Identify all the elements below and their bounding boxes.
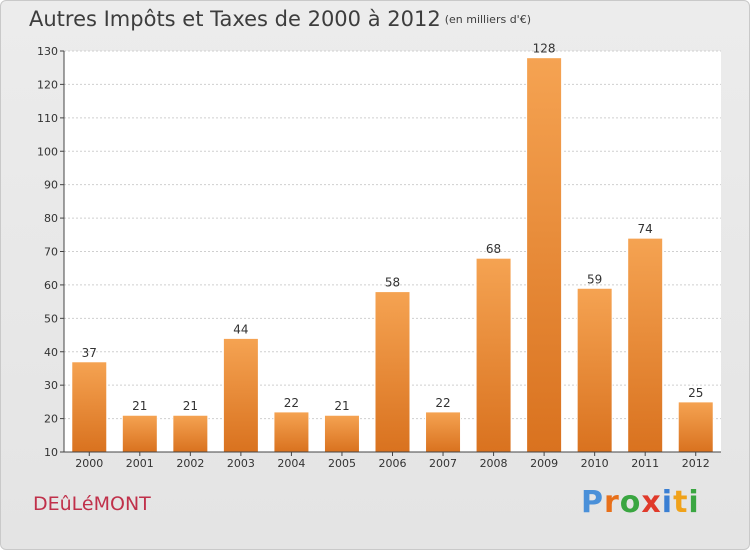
y-tick-label: 110 — [37, 112, 58, 125]
bar-value-label: 44 — [233, 322, 248, 336]
x-tick-label: 2002 — [176, 457, 204, 470]
bar — [627, 237, 664, 453]
bar — [121, 414, 158, 453]
bar-value-label: 25 — [688, 386, 703, 400]
y-tick-label: 130 — [37, 45, 58, 58]
bar-value-label: 59 — [587, 272, 602, 286]
bar — [425, 411, 462, 453]
chart-title-text: Autres Impôts et Taxes de 2000 à 2012 — [29, 7, 441, 31]
bar — [323, 414, 360, 453]
x-tick-label: 2001 — [126, 457, 154, 470]
y-tick-label: 80 — [44, 212, 58, 225]
chart-title: Autres Impôts et Taxes de 2000 à 2012 (en… — [29, 7, 531, 31]
logo-letter: t — [673, 485, 689, 520]
bar-value-label: 37 — [82, 346, 97, 360]
proxiti-logo: Proxiti — [581, 485, 700, 520]
x-tick-label: 2005 — [328, 457, 356, 470]
logo-letter: i — [688, 485, 700, 520]
logo-letter: o — [619, 485, 642, 520]
bar-value-label: 58 — [385, 276, 400, 290]
y-tick-label: 120 — [37, 78, 58, 91]
y-tick-label: 60 — [44, 279, 58, 292]
x-tick-label: 2009 — [530, 457, 558, 470]
x-tick-label: 2010 — [581, 457, 609, 470]
y-tick-label: 20 — [44, 413, 58, 426]
bar-value-label: 22 — [284, 396, 299, 410]
bar — [475, 257, 512, 453]
x-tick-label: 2008 — [480, 457, 508, 470]
bar — [576, 287, 613, 453]
x-tick-label: 2003 — [227, 457, 255, 470]
bar-value-label: 21 — [132, 399, 147, 413]
y-tick-label: 70 — [44, 246, 58, 259]
chart-subtitle: (en milliers d'€) — [444, 13, 531, 26]
bar — [71, 361, 108, 453]
y-tick-label: 90 — [44, 179, 58, 192]
logo-letter: i — [661, 485, 674, 520]
y-tick-label: 30 — [44, 379, 58, 392]
x-tick-label: 2000 — [75, 457, 103, 470]
bar-value-label: 74 — [638, 222, 653, 236]
bar — [677, 401, 714, 453]
y-tick-label: 40 — [44, 346, 58, 359]
x-tick-label: 2012 — [682, 457, 710, 470]
x-tick-label: 2007 — [429, 457, 457, 470]
bar-value-label: 22 — [435, 396, 450, 410]
x-tick-label: 2004 — [277, 457, 305, 470]
commune-name: DEûLéMONT — [33, 493, 151, 515]
bar-value-label: 68 — [486, 242, 501, 256]
bar-value-label: 21 — [183, 399, 198, 413]
y-tick-label: 50 — [44, 312, 58, 325]
logo-letter: P — [581, 485, 604, 520]
bar — [374, 291, 411, 453]
x-tick-label: 2006 — [379, 457, 407, 470]
x-tick-label: 2011 — [631, 457, 659, 470]
logo-letter: x — [641, 485, 662, 520]
bar — [172, 414, 209, 453]
axes: 10 20 30 40 50 60 70 80 90 100 110 120 130 2000 2001 20… — [37, 45, 721, 470]
bar-value-label: 128 — [533, 42, 556, 56]
y-tick-label: 100 — [37, 145, 58, 158]
bar — [222, 337, 259, 453]
bar — [526, 57, 563, 453]
bar — [273, 411, 310, 453]
y-tick-label: 10 — [44, 446, 58, 459]
bar-value-label: 21 — [334, 399, 349, 413]
logo-letter: r — [604, 485, 620, 520]
